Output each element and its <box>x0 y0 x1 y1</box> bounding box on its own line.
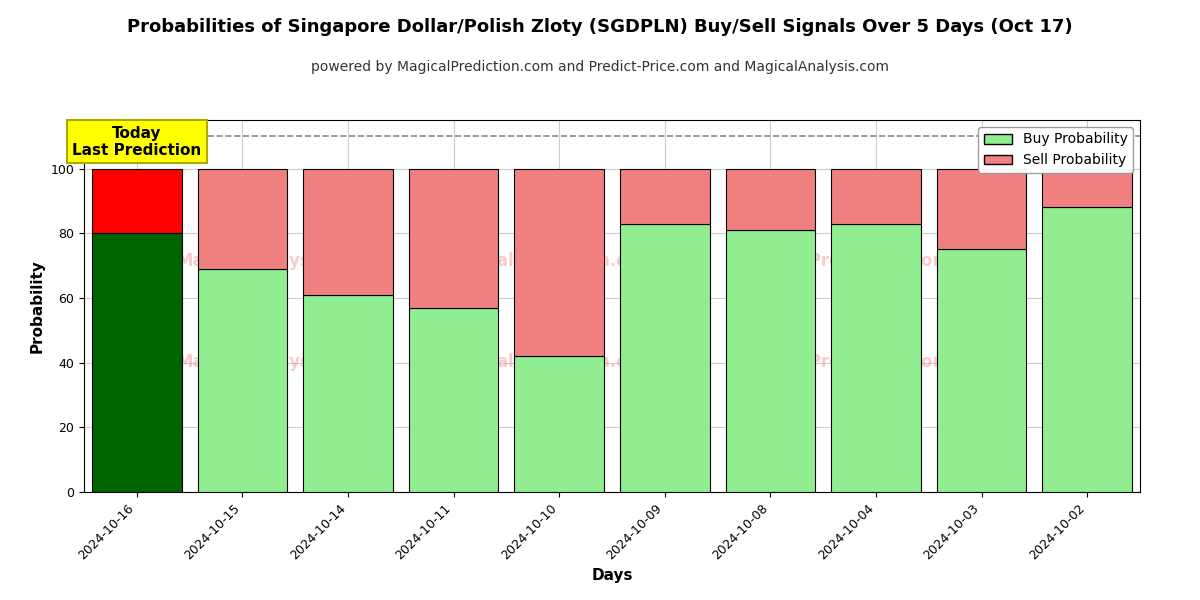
X-axis label: Days: Days <box>592 568 632 583</box>
Text: MagicalPrediction.com: MagicalPrediction.com <box>443 253 655 271</box>
Text: MagicalAnalysis.com: MagicalAnalysis.com <box>176 353 371 371</box>
Bar <box>937 250 1026 492</box>
Bar <box>937 169 1026 250</box>
Bar <box>620 224 709 492</box>
Bar <box>92 169 181 233</box>
Text: MagicalPrediction.com: MagicalPrediction.com <box>738 253 950 271</box>
Bar <box>726 169 815 230</box>
Text: MagicalPrediction.com: MagicalPrediction.com <box>738 353 950 371</box>
Bar <box>409 308 498 492</box>
Bar <box>832 224 920 492</box>
Legend: Buy Probability, Sell Probability: Buy Probability, Sell Probability <box>978 127 1133 173</box>
Bar <box>620 169 709 224</box>
Text: MagicalPrediction.com: MagicalPrediction.com <box>443 353 655 371</box>
Bar <box>1043 208 1132 492</box>
Text: Today
Last Prediction: Today Last Prediction <box>72 125 202 158</box>
Text: powered by MagicalPrediction.com and Predict-Price.com and MagicalAnalysis.com: powered by MagicalPrediction.com and Pre… <box>311 60 889 74</box>
Bar <box>726 230 815 492</box>
Bar <box>198 269 287 492</box>
Bar <box>409 169 498 308</box>
Bar <box>1043 169 1132 208</box>
Bar <box>92 233 181 492</box>
Bar <box>198 169 287 269</box>
Bar <box>304 295 392 492</box>
Bar <box>832 169 920 224</box>
Text: MagicalAnalysis.com: MagicalAnalysis.com <box>176 253 371 271</box>
Text: Probabilities of Singapore Dollar/Polish Zloty (SGDPLN) Buy/Sell Signals Over 5 : Probabilities of Singapore Dollar/Polish… <box>127 18 1073 36</box>
Bar <box>515 356 604 492</box>
Y-axis label: Probability: Probability <box>30 259 44 353</box>
Bar <box>304 169 392 295</box>
Bar <box>515 169 604 356</box>
